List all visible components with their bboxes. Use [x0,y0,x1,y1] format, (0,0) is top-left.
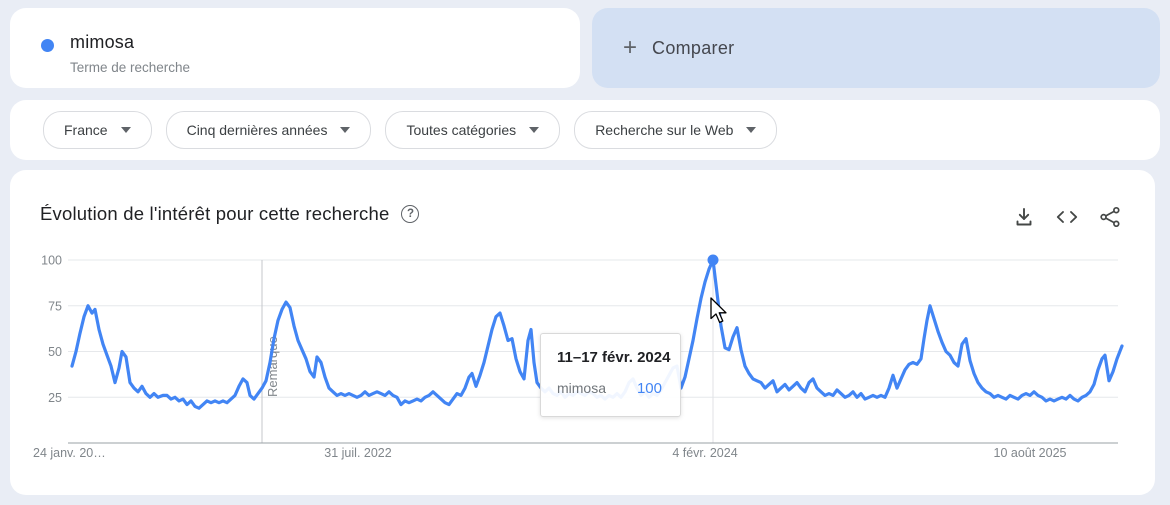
svg-text:31 juil. 2022: 31 juil. 2022 [324,446,391,460]
svg-text:10 août 2025: 10 août 2025 [994,446,1067,460]
tooltip-date-range: 11–17 févr. 2024 [557,349,671,366]
embed-code-icon[interactable] [1055,206,1079,228]
note-label: Remarque [265,336,280,397]
chevron-down-icon [120,127,131,133]
filter-search-type-label: Recherche sur le Web [595,122,734,138]
filter-chips: France Cinq dernières années Toutes caté… [43,111,778,149]
filter-time-range-label: Cinq dernières années [186,122,328,138]
svg-text:24 janv. 20…: 24 janv. 20… [33,446,106,460]
help-icon[interactable]: ? [401,205,420,223]
filter-category[interactable]: Toutes catégories [385,111,561,149]
svg-text:75: 75 [48,299,62,313]
tooltip-term: mimosa [557,380,607,396]
svg-text:50: 50 [48,345,62,359]
y-axis-labels: 100 75 50 25 [41,254,62,405]
svg-text:100: 100 [41,254,62,268]
chart-title: Évolution de l'intérêt pour cette recher… [40,203,390,224]
compare-label: Comparer [652,37,735,58]
chart-tooltip: 11–17 févr. 2024 mimosa 100 [540,333,681,417]
trend-chart[interactable]: 100 75 50 25 Remarque 24 janv. 20… 31 ju… [10,240,1155,475]
interest-over-time-card: Évolution de l'intérêt pour cette recher… [10,170,1155,495]
search-term-card[interactable]: mimosa Terme de recherche [10,8,580,88]
compare-button[interactable]: + Comparer [592,8,1160,88]
plus-icon: + [623,34,638,61]
svg-text:25: 25 [48,391,62,405]
tooltip-value: 100 [636,380,662,397]
peak-data-point[interactable] [707,254,719,266]
filter-search-type[interactable]: Recherche sur le Web [574,111,778,149]
chevron-down-icon [340,127,351,133]
search-term: mimosa [70,32,135,52]
download-icon[interactable] [1013,206,1035,228]
svg-text:4 févr. 2024: 4 févr. 2024 [672,446,737,460]
search-term-type: Terme de recherche [70,60,191,75]
filter-time-range[interactable]: Cinq dernières années [165,111,372,149]
chevron-down-icon [529,127,540,133]
series-color-dot [41,39,54,52]
filter-country-label: France [64,122,108,138]
filter-bar: France Cinq dernières années Toutes caté… [10,100,1160,160]
filter-category-label: Toutes catégories [406,122,517,138]
filter-country[interactable]: France [43,111,152,149]
chevron-down-icon [746,127,757,133]
share-icon[interactable] [1099,206,1121,228]
x-axis-labels: 24 janv. 20… 31 juil. 2022 4 févr. 2024 … [33,446,1067,460]
